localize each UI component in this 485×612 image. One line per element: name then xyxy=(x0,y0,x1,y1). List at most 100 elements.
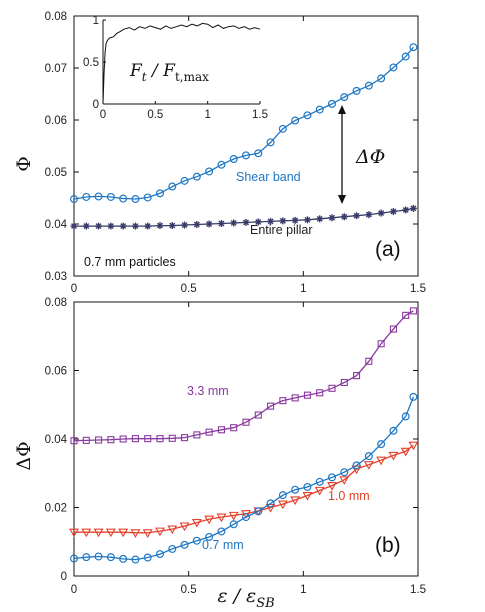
y-tick-label: 0.05 xyxy=(45,167,67,179)
data-point-circle xyxy=(242,513,251,522)
data-point-triangle xyxy=(118,528,129,538)
data-point-square xyxy=(389,325,397,333)
data-point-circle xyxy=(409,43,418,52)
inset-y-tick-label: 0.5 xyxy=(83,57,99,69)
data-point-square xyxy=(119,435,127,443)
data-point-circle xyxy=(131,555,140,564)
star-stroke xyxy=(95,223,102,230)
data-point-circle xyxy=(401,412,410,421)
data-point-circle xyxy=(192,172,201,181)
data-point-circle xyxy=(156,189,165,198)
data-point-circle xyxy=(254,507,263,516)
data-point-circle xyxy=(254,149,263,158)
data-point-circle xyxy=(94,192,103,201)
star-stroke xyxy=(255,218,262,225)
y-tick-label: 0.04 xyxy=(45,434,68,446)
inset: 0 0.5 1 1.5 0 0.5 1 Ft / Ft,max xyxy=(83,15,268,121)
data-point-square xyxy=(328,384,336,392)
y-tick-label: 0.02 xyxy=(45,503,67,515)
data-point-star xyxy=(409,204,417,212)
data-point-triangle xyxy=(191,519,202,528)
data-point-square xyxy=(316,389,324,397)
data-point-circle xyxy=(168,544,177,553)
data-point-circle xyxy=(409,392,418,401)
series-0-7-mm xyxy=(69,392,418,564)
star-stroke xyxy=(279,217,286,224)
data-point-circle xyxy=(364,81,373,90)
data-point-star xyxy=(119,222,127,230)
data-point-square xyxy=(144,435,152,443)
panel-a: 0 0.5 1 1.5 0.03 0.04 0.05 0.06 0.07 0.08 0 0.5 1 1.… xyxy=(13,11,426,295)
data-point-triangle xyxy=(179,522,190,532)
star-stroke xyxy=(292,217,299,224)
data-point-circle xyxy=(229,155,238,164)
star-stroke xyxy=(329,214,335,221)
data-point-square xyxy=(156,435,164,443)
data-point-square xyxy=(70,437,78,445)
series-label-entire-pillar: Entire pillar xyxy=(250,223,313,237)
star-stroke xyxy=(193,221,200,228)
star-stroke xyxy=(230,219,237,226)
data-point-triangle xyxy=(167,525,178,535)
data-point-circle xyxy=(229,520,238,529)
data-point-circle xyxy=(377,440,386,449)
data-point-circle xyxy=(217,160,226,169)
y-tick-label: 0.06 xyxy=(45,115,67,127)
data-point-star xyxy=(70,222,78,230)
star-stroke xyxy=(410,205,417,212)
panel-a-ticks: 0 0.5 1 1.5 0.03 0.04 0.05 0.06 0.07 0.08 xyxy=(45,11,426,295)
y-tick-label: 0.07 xyxy=(45,63,67,75)
data-point-triangle xyxy=(155,527,165,537)
series-line xyxy=(73,310,414,442)
data-point-triangle xyxy=(376,456,387,466)
panel-a-plot-frame xyxy=(73,15,419,277)
star-stroke xyxy=(316,215,323,222)
inset-y-tick-label: 0 xyxy=(93,99,99,111)
y-tick-label: 0.03 xyxy=(45,271,67,283)
data-point-circle xyxy=(278,491,287,500)
data-point-star xyxy=(340,213,348,221)
panel-a-ylabel: Φ xyxy=(13,156,35,172)
data-point-star xyxy=(181,221,189,229)
star-stroke xyxy=(144,223,151,230)
data-point-circle xyxy=(217,527,226,536)
data-point-triangle xyxy=(363,461,374,470)
data-point-star xyxy=(353,212,361,220)
inset-x-tick-label: 1.5 xyxy=(252,109,268,121)
data-point-circle xyxy=(291,485,300,494)
data-point-circle xyxy=(119,194,128,203)
star-stroke xyxy=(378,210,385,217)
data-point-star xyxy=(82,222,90,230)
data-point-square xyxy=(365,357,373,365)
data-point-circle xyxy=(94,552,103,561)
data-point-triangle xyxy=(93,528,104,538)
data-point-circle xyxy=(328,99,337,108)
data-point-circle xyxy=(377,74,386,83)
data-point-circle xyxy=(315,477,324,486)
star-stroke xyxy=(169,222,176,229)
data-point-triangle xyxy=(314,486,325,496)
data-point-star xyxy=(168,222,176,230)
data-point-star xyxy=(193,221,201,229)
data-point-circle xyxy=(192,536,201,545)
star-stroke xyxy=(120,223,127,230)
y-tick-label: 0 xyxy=(61,571,67,583)
data-point-star xyxy=(279,217,287,225)
star-stroke xyxy=(218,220,225,227)
data-point-square xyxy=(377,340,385,348)
data-point-circle xyxy=(119,554,128,563)
data-point-circle xyxy=(131,195,140,204)
data-point-square xyxy=(131,435,139,443)
data-point-square xyxy=(291,394,299,402)
data-point-circle xyxy=(168,182,177,191)
data-point-circle xyxy=(303,111,312,120)
inset-x-tick-label: 1 xyxy=(204,109,210,121)
x-tick-label: 0 xyxy=(71,584,77,596)
data-point-circle xyxy=(69,195,78,204)
data-point-star xyxy=(205,220,213,228)
data-point-square xyxy=(402,311,410,319)
data-point-triangle xyxy=(290,496,301,506)
data-point-square xyxy=(340,378,348,387)
series-entire-pillar xyxy=(70,204,417,230)
series-line xyxy=(73,46,414,200)
